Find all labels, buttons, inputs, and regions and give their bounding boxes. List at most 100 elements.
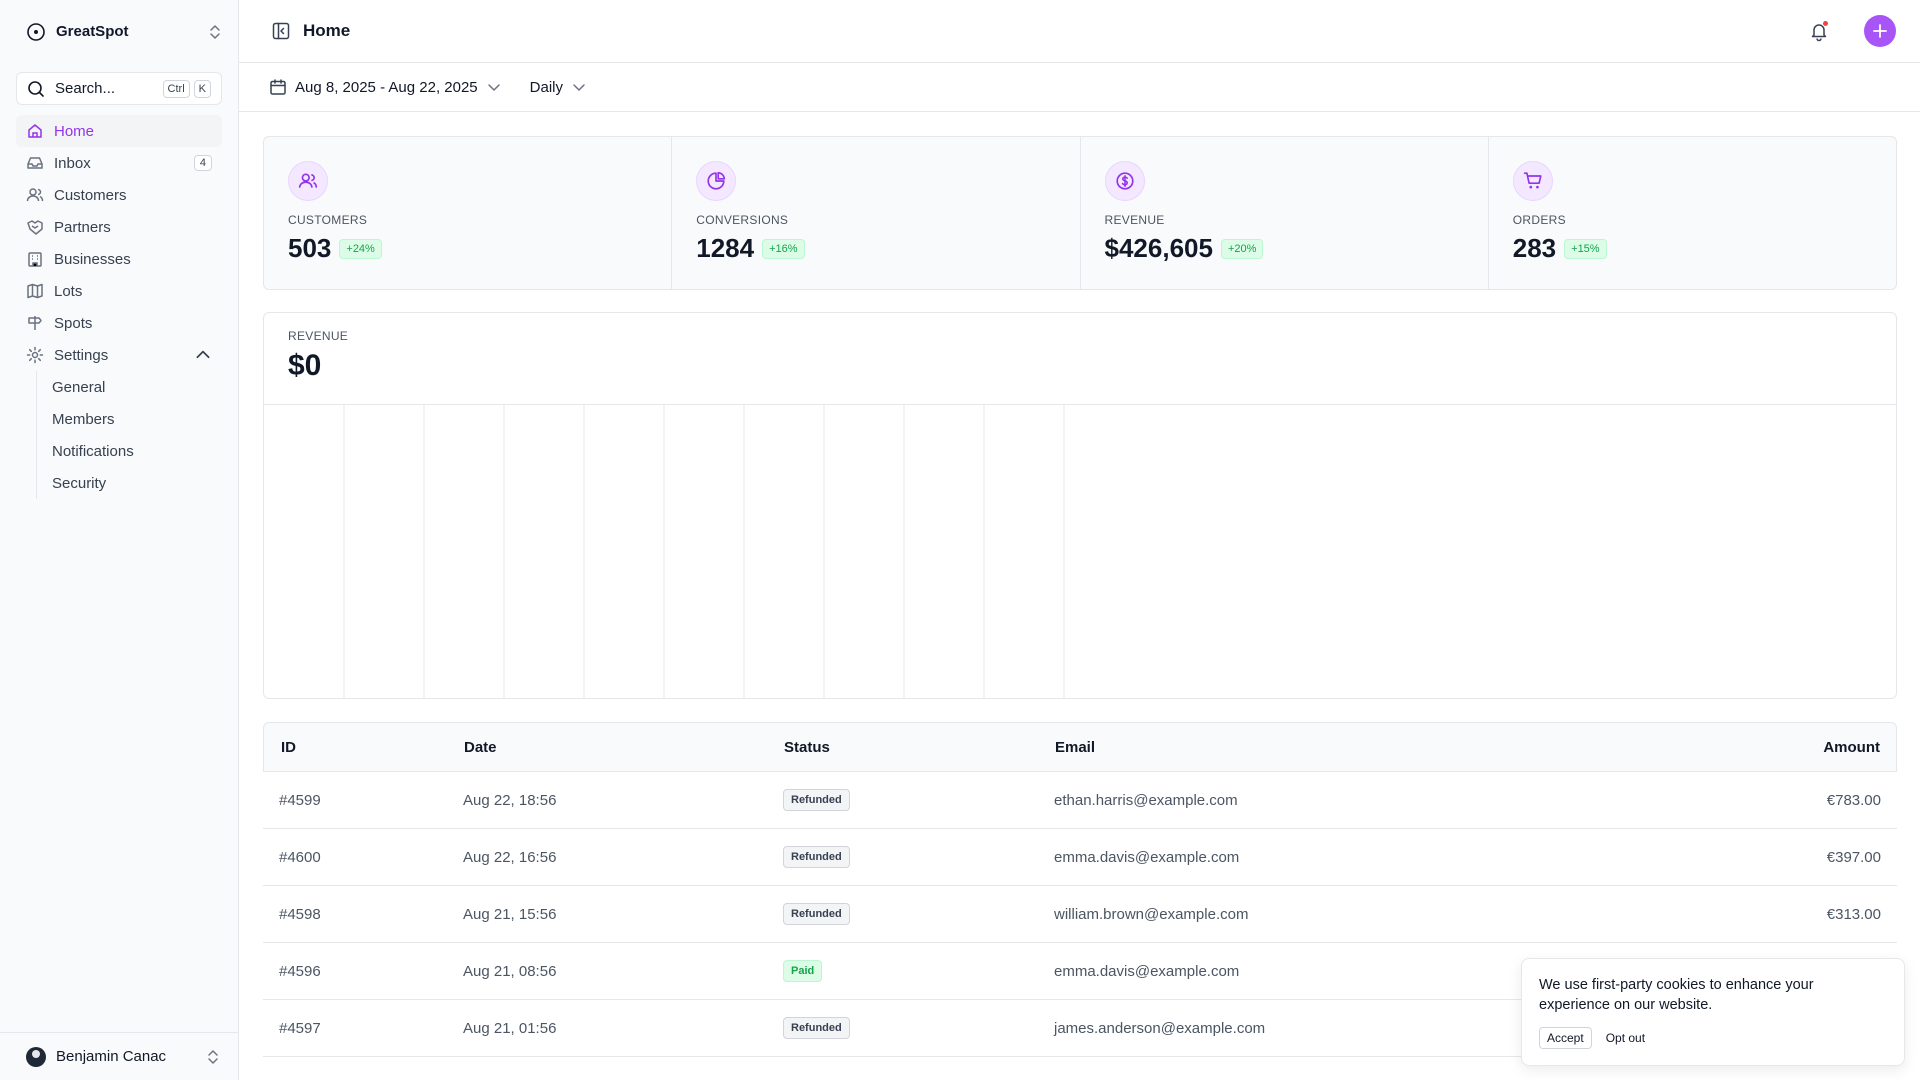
stat-label: CONVERSIONS (696, 213, 789, 227)
status-badge: Paid (783, 960, 823, 982)
nav-label: Security (52, 474, 107, 492)
nav-item-inbox[interactable]: Inbox 4 (16, 147, 222, 179)
settings-submenu: General Members Notifications Security (36, 371, 222, 499)
nav-label: Home (54, 122, 95, 140)
revenue-label: REVENUE (288, 329, 349, 343)
status-badge: Refunded (783, 789, 850, 811)
nav-item-security[interactable]: Security (37, 467, 222, 499)
nav-label: Inbox (54, 154, 91, 172)
stat-card-customers[interactable]: CUSTOMERS 503 +24% (264, 137, 673, 289)
status-badge: Refunded (783, 846, 850, 868)
top-bar: Home (239, 0, 1920, 63)
stat-label: REVENUE (1104, 213, 1165, 227)
nav-item-businesses[interactable]: Businesses (16, 243, 222, 275)
chevron-down-icon (487, 84, 500, 91)
dollar-circle-icon (1104, 161, 1145, 201)
nav-item-lots[interactable]: Lots (16, 275, 222, 307)
add-button[interactable] (1864, 15, 1896, 47)
cell-date: Aug 21, 15:56 (463, 905, 557, 923)
handshake-icon (27, 220, 43, 235)
table-row[interactable]: #4598 Aug 21, 15:56 Refunded william.bro… (263, 886, 1897, 943)
building-icon (28, 252, 42, 267)
nav-item-general[interactable]: General (37, 371, 222, 403)
user-menu[interactable]: Benjamin Canac (0, 1032, 238, 1080)
notifications-button[interactable] (1808, 20, 1830, 42)
main-nav: Home Inbox 4 Customers Partners Business… (0, 115, 238, 499)
orders-table: ID Date Status Email Amount #4599 Aug 22… (263, 722, 1897, 1057)
cell-email: william.brown@example.com (1054, 905, 1249, 923)
stats-cards: CUSTOMERS 503 +24% CONVERSIONS 1284 +16% R… (263, 136, 1897, 290)
stat-card-conversions[interactable]: CONVERSIONS 1284 +16% (672, 137, 1081, 289)
sidebar-toggle-icon[interactable] (271, 21, 291, 41)
plus-icon (1873, 24, 1887, 38)
gear-icon (26, 346, 44, 364)
table-row[interactable]: #4600 Aug 22, 16:56 Refunded emma.davis@… (263, 829, 1897, 886)
chevron-up-down-icon (210, 24, 220, 39)
cart-icon (1512, 161, 1553, 201)
stat-card-revenue[interactable]: REVENUE $426,605 +20% (1081, 137, 1489, 289)
column-header-status[interactable]: Status (784, 738, 830, 756)
nav-item-notifications[interactable]: Notifications (37, 435, 222, 467)
status-badge: Refunded (783, 1017, 850, 1039)
nav-label: Businesses (54, 250, 131, 268)
search-button[interactable]: Search... Ctrl K (16, 72, 222, 105)
date-range-label: Aug 8, 2025 - Aug 22, 2025 (295, 78, 478, 96)
brand-name: GreatSpot (56, 23, 129, 40)
nav-item-partners[interactable]: Partners (16, 211, 222, 243)
cell-amount: €397.00 (1826, 848, 1881, 866)
stat-delta-badge: +16% (762, 238, 805, 259)
stat-delta-badge: +15% (1564, 238, 1607, 259)
signpost-icon (28, 316, 42, 330)
cell-email: james.anderson@example.com (1054, 1019, 1266, 1037)
stat-value: 503 (288, 233, 332, 263)
logo-icon (27, 22, 45, 41)
nav-label: Settings (54, 346, 109, 364)
nav-item-settings[interactable]: Settings (16, 339, 222, 371)
stat-delta-badge: +20% (1220, 238, 1264, 259)
opt-out-button[interactable]: Opt out (1605, 1031, 1646, 1045)
nav-label: General (52, 378, 106, 396)
date-range-picker[interactable]: Aug 8, 2025 - Aug 22, 2025 (269, 78, 502, 96)
avatar (26, 1046, 46, 1067)
accept-cookies-button[interactable]: Accept (1539, 1027, 1592, 1049)
cell-email: ethan.harris@example.com (1054, 791, 1238, 809)
notification-dot (1822, 20, 1829, 27)
stat-card-orders[interactable]: ORDERS 283 +15% (1489, 137, 1896, 289)
column-header-id[interactable]: ID (281, 738, 296, 756)
table-row[interactable]: #4597 Aug 21, 01:56 Refunded james.ander… (263, 1000, 1897, 1057)
search-label: Search... (55, 80, 116, 97)
cell-date: Aug 22, 16:56 (463, 848, 557, 866)
stat-label: ORDERS (1512, 213, 1566, 227)
house-icon (28, 124, 42, 138)
column-header-email[interactable]: Email (1055, 738, 1096, 756)
chevron-up-down-icon (208, 1049, 218, 1064)
cookie-text: We use first-party cookies to enhance yo… (1539, 977, 1814, 1013)
table-row[interactable]: #4596 Aug 21, 08:56 Paid emma.davis@exam… (263, 943, 1897, 1000)
nav-item-members[interactable]: Members (37, 403, 222, 435)
column-header-amount[interactable]: Amount (1823, 738, 1880, 756)
inbox-count-badge: 4 (193, 155, 212, 171)
page-title: Home (303, 21, 351, 40)
nav-label: Customers (54, 186, 127, 204)
stat-delta-badge: +24% (339, 238, 382, 259)
nav-label: Members (52, 410, 115, 428)
kbd-k: K (193, 79, 211, 98)
period-select[interactable]: Daily (530, 79, 587, 96)
status-badge: Refunded (783, 903, 850, 925)
revenue-card: REVENUE $0 (263, 312, 1897, 699)
calendar-icon (270, 79, 286, 95)
cookie-banner: We use first-party cookies to enhance yo… (1521, 958, 1905, 1066)
stat-value: $426,605 (1104, 233, 1213, 263)
nav-label: Notifications (52, 442, 134, 460)
sidebar: GreatSpot Search... Ctrl K Home Inbox 4 (0, 0, 239, 1080)
table-row[interactable]: #4599 Aug 22, 18:56 Refunded ethan.harri… (263, 772, 1897, 829)
nav-label: Lots (54, 282, 83, 300)
nav-item-home[interactable]: Home (16, 115, 222, 147)
nav-item-customers[interactable]: Customers (16, 179, 222, 211)
nav-item-spots[interactable]: Spots (16, 307, 222, 339)
revenue-chart-grid (343, 405, 1065, 698)
cell-email: emma.davis@example.com (1054, 848, 1240, 866)
users-icon (288, 161, 328, 201)
team-switcher[interactable]: GreatSpot (0, 0, 238, 63)
column-header-date[interactable]: Date (464, 738, 497, 756)
